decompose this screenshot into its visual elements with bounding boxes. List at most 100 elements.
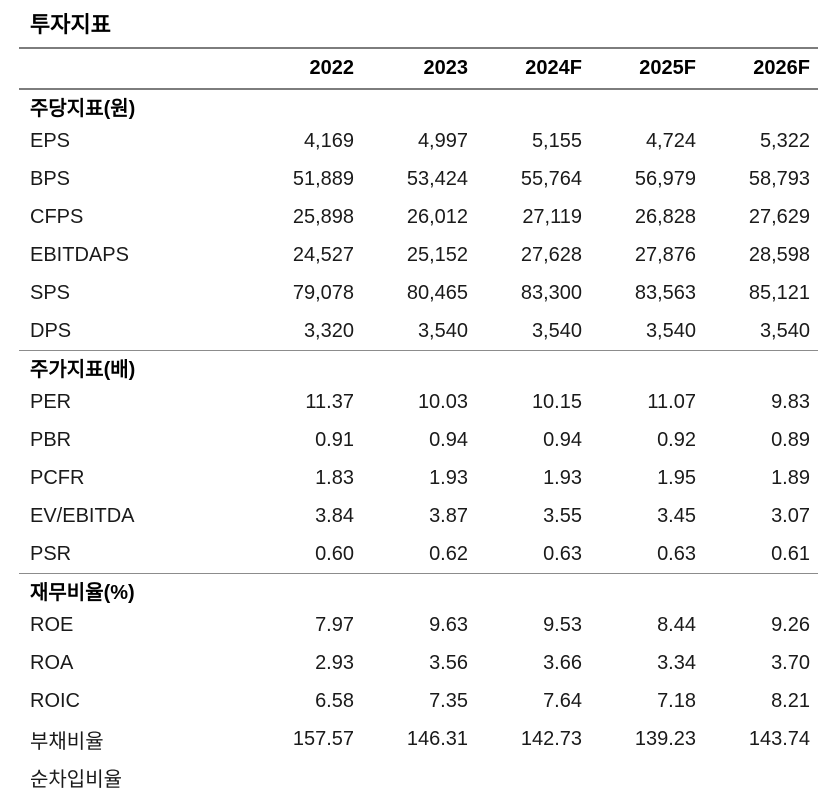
cell-value: 5,322 [759,129,810,152]
year-column-label: 2026F [753,57,810,79]
row-label: PBR [30,428,72,451]
cell-value: 157.57 [292,727,354,750]
cell-value: 80,465 [406,281,468,304]
cell-value: 24,527 [292,243,354,266]
table-row: 순차입비율 [19,758,818,796]
row-label: CFPS [30,205,84,228]
divider-top [19,47,818,49]
cell-value: 8.21 [771,689,810,712]
cell-value: 1.93 [429,466,468,489]
divider-header [19,88,818,90]
page-title: 투자지표 [30,12,111,37]
section-header: 재무비율(%) [30,581,135,604]
cell-value: 85,121 [748,281,810,304]
cell-value: 27,629 [748,205,810,228]
row-label: EBITDAPS [30,243,129,266]
table-row: BPS 51,889 53,424 55,764 56,979 58,793 [19,160,818,198]
cell-value: 4,724 [645,129,696,152]
cell-value: 53,424 [406,167,468,190]
table-row: PER 11.37 10.03 10.15 11.07 9.83 [19,383,818,421]
cell-value: 27,876 [634,243,696,266]
cell-value: 25,152 [406,243,468,266]
year-column-label: 2023 [423,57,469,79]
cell-value: 7.18 [657,689,696,712]
table-row: DPS 3,320 3,540 3,540 3,540 3,540 [19,312,818,350]
row-label: ROIC [30,689,80,712]
cell-value: 4,169 [303,129,354,152]
cell-value: 7.35 [429,689,468,712]
cell-value: 11.37 [305,390,354,413]
row-label: SPS [30,281,71,304]
cell-value: 51,889 [292,167,354,190]
cell-value: 9.26 [771,613,810,636]
cell-value: 58,793 [748,167,810,190]
table-row: EBITDAPS 24,527 25,152 27,628 27,876 28,598 [19,236,818,274]
table-row: PCFR 1.83 1.93 1.93 1.95 1.89 [19,459,818,497]
cell-value: 8.44 [657,613,696,636]
table-row: ROA 2.93 3.56 3.66 3.34 3.70 [19,644,818,682]
cell-value: 3.07 [771,504,810,527]
divider-section [19,573,818,574]
cell-value: 3.34 [657,651,696,674]
cell-value: 27,628 [520,243,582,266]
cell-value: 79,078 [292,281,354,304]
divider-section [19,350,818,351]
cell-value: 143.74 [748,727,810,750]
table-row: EPS 4,169 4,997 5,155 4,724 5,322 [19,122,818,160]
table-body: 주당지표(원) EPS 4,169 4,997 5,155 4,724 5,322 BPS 51… [19,90,818,796]
cell-value: 26,828 [634,205,696,228]
cell-value: 5,155 [531,129,582,152]
cell-value: 1.95 [657,466,696,489]
cell-value: 0.62 [429,542,468,565]
row-label: EPS [30,129,71,152]
row-label: PER [30,390,72,413]
cell-value: 3,540 [759,319,810,342]
cell-value: 3,540 [531,319,582,342]
year-header-row: 2022 2023 2024F 2025F 2026F [19,49,818,88]
cell-value: 142.73 [520,727,582,750]
cell-value: 9.53 [543,613,582,636]
cell-value: 3.70 [771,651,810,674]
cell-value: 3.56 [429,651,468,674]
cell-value: 83,563 [634,281,696,304]
cell-value: 7.97 [315,613,354,636]
cell-value: 0.91 [315,428,354,451]
cell-value: 3.66 [543,651,582,674]
cell-value: 0.94 [429,428,468,451]
row-label: BPS [30,167,71,190]
cell-value: 83,300 [520,281,582,304]
cell-value: 0.60 [315,542,354,565]
cell-value: 0.94 [543,428,582,451]
cell-value: 6.58 [315,689,354,712]
cell-value: 10.03 [417,390,468,413]
cell-value: 2.93 [315,651,354,674]
year-column-label: 2022 [309,57,355,79]
section-header: 주가지표(배) [30,358,136,381]
cell-value: 4,997 [417,129,468,152]
cell-value: 139.23 [634,727,696,750]
cell-value: 3.87 [429,504,468,527]
cell-value: 0.63 [543,542,582,565]
cell-value: 1.83 [315,466,354,489]
cell-value: 3,540 [645,319,696,342]
report-page: 투자지표 2022 2023 2024F 2025F 2026F 주당지표(원)… [19,12,818,791]
row-label: EV/EBITDA [30,504,135,527]
row-label: 부채비율 [30,730,104,753]
year-column-label: 2025F [639,57,696,79]
cell-value: 0.92 [657,428,696,451]
cell-value: 26,012 [406,205,468,228]
table-row: SPS 79,078 80,465 83,300 83,563 85,121 [19,274,818,312]
cell-value: 0.63 [657,542,696,565]
table-row: CFPS 25,898 26,012 27,119 26,828 27,629 [19,198,818,236]
table-row: PBR 0.91 0.94 0.94 0.92 0.89 [19,421,818,459]
cell-value: 3.84 [315,504,354,527]
table-row: PSR 0.60 0.62 0.63 0.63 0.61 [19,535,818,573]
row-label: 순차입비율 [30,768,122,791]
table-row: ROIC 6.58 7.35 7.64 7.18 8.21 [19,682,818,720]
investment-table: 2022 2023 2024F 2025F 2026F 주당지표(원) EPS 4,… [19,47,818,796]
row-label: ROE [30,613,74,636]
cell-value: 3,540 [417,319,468,342]
row-label: PSR [30,542,72,565]
cell-value: 0.61 [771,542,810,565]
section-header: 주당지표(원) [30,97,136,120]
